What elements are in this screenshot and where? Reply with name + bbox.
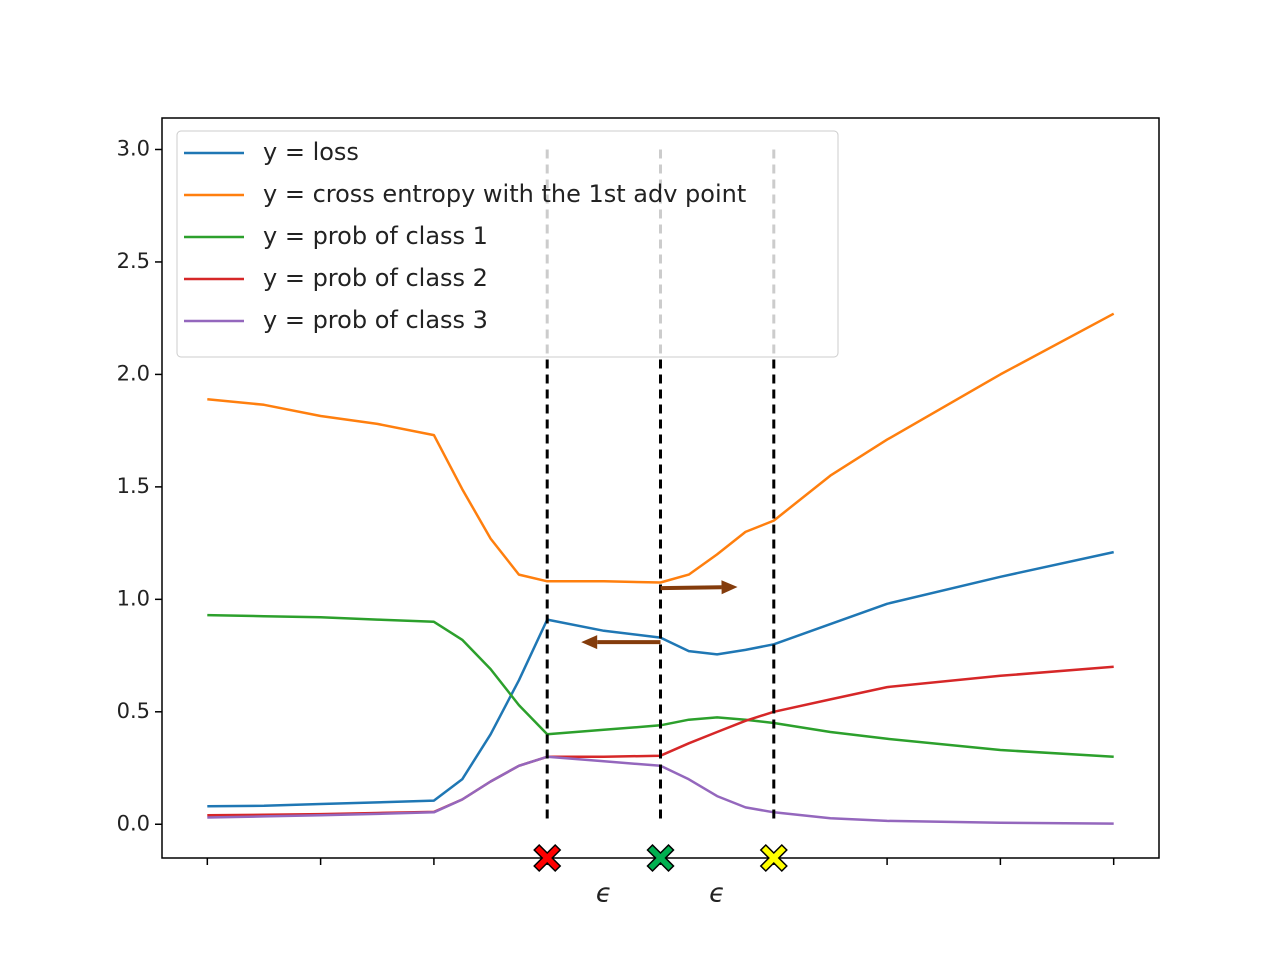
y-tick-label: 2.5 [117, 249, 150, 273]
legend-label: y = loss [263, 138, 359, 166]
y-tick-label: 3.0 [117, 136, 150, 160]
point-marker [759, 843, 788, 873]
series-line [207, 613, 1114, 759]
y-tick-label: 1.0 [117, 586, 150, 610]
series-line [207, 312, 1115, 584]
annotation: ϵ [709, 879, 725, 909]
series-line [207, 755, 1114, 825]
point-marker [646, 843, 675, 873]
arrow-shaft [660, 585, 722, 591]
y-tick-label: 2.0 [117, 361, 150, 385]
legend-label: y = cross entropy with the 1st adv point [263, 180, 746, 208]
legend-label: y = prob of class 2 [263, 264, 488, 292]
series-line [207, 550, 1114, 808]
legend-label: y = prob of class 3 [263, 306, 488, 334]
legend: y = loss y = cross entropy with the 1st a… [176, 130, 839, 358]
y-tick-label: 1.5 [117, 474, 150, 498]
arrow-head [581, 635, 598, 650]
y-tick-label: 0.5 [117, 699, 150, 723]
legend-box [176, 130, 839, 358]
annotation: ϵ [596, 879, 612, 909]
point-marker [533, 843, 562, 873]
legend-label: y = prob of class 1 [263, 222, 488, 250]
arrow-head [721, 580, 738, 595]
y-tick-label: 0.0 [117, 811, 150, 835]
